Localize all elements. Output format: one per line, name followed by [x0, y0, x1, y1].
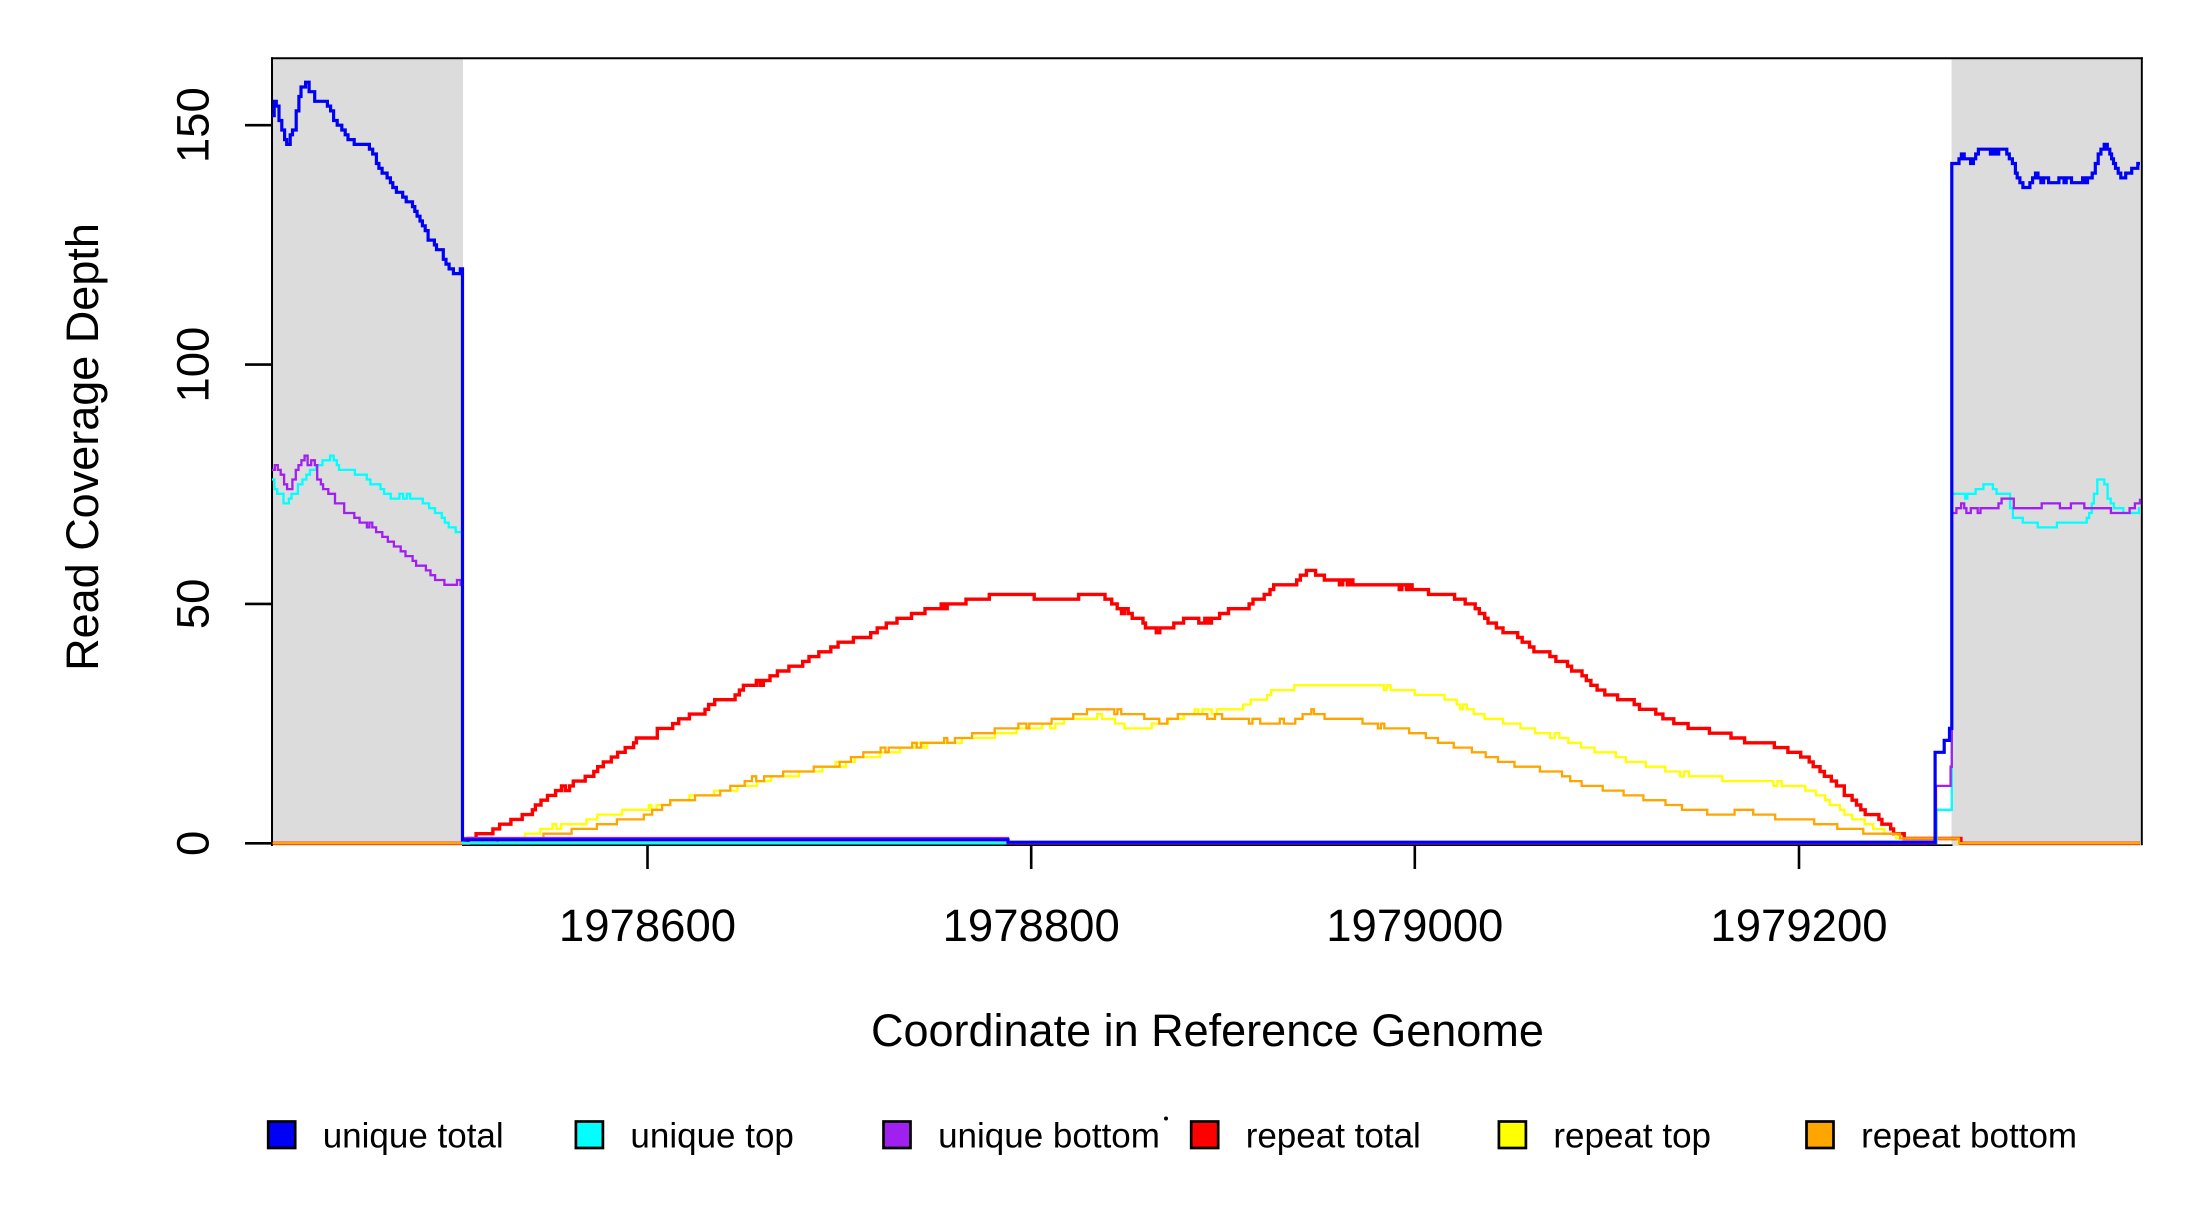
- svg-text:repeat top: repeat top: [1553, 1117, 1711, 1156]
- svg-text:1979000: 1979000: [1326, 900, 1503, 951]
- svg-text:150: 150: [168, 87, 219, 163]
- svg-text:0: 0: [168, 831, 219, 856]
- svg-text:100: 100: [168, 327, 219, 403]
- svg-text:1978800: 1978800: [943, 900, 1120, 951]
- svg-text:repeat total: repeat total: [1246, 1117, 1421, 1156]
- svg-text:repeat bottom: repeat bottom: [1861, 1117, 2077, 1156]
- svg-text:unique total: unique total: [323, 1117, 504, 1156]
- svg-text:unique bottom: unique bottom: [938, 1117, 1160, 1156]
- svg-text:Read Coverage Depth: Read Coverage Depth: [57, 223, 108, 671]
- svg-text:1979200: 1979200: [1710, 900, 1887, 951]
- svg-text:50: 50: [168, 579, 219, 630]
- svg-text:Coordinate in Reference Genome: Coordinate in Reference Genome: [871, 1005, 1544, 1056]
- svg-text:unique top: unique top: [630, 1117, 793, 1156]
- svg-text:1978600: 1978600: [559, 900, 736, 951]
